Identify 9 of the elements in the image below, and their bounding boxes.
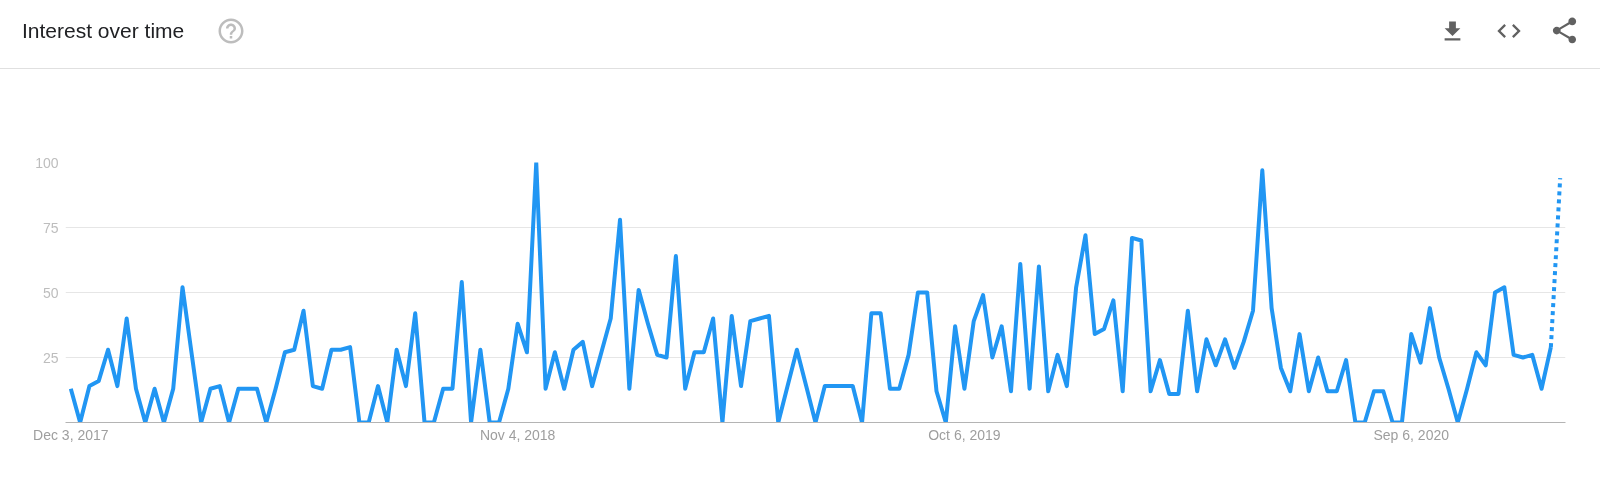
- y-tick-label: 75: [42, 219, 59, 236]
- x-tick-label: Sep 6, 2020: [1373, 426, 1450, 443]
- x-tick-label: Nov 4, 2018: [479, 426, 556, 443]
- x-tick-label: Oct 6, 2019: [928, 426, 1001, 443]
- y-tick-label: 100: [35, 154, 59, 171]
- y-tick-label: 25: [42, 349, 59, 366]
- x-tick-label: Dec 3, 2017: [33, 426, 109, 443]
- chart-title: Interest over time: [22, 18, 185, 43]
- y-tick-label: 50: [42, 284, 59, 301]
